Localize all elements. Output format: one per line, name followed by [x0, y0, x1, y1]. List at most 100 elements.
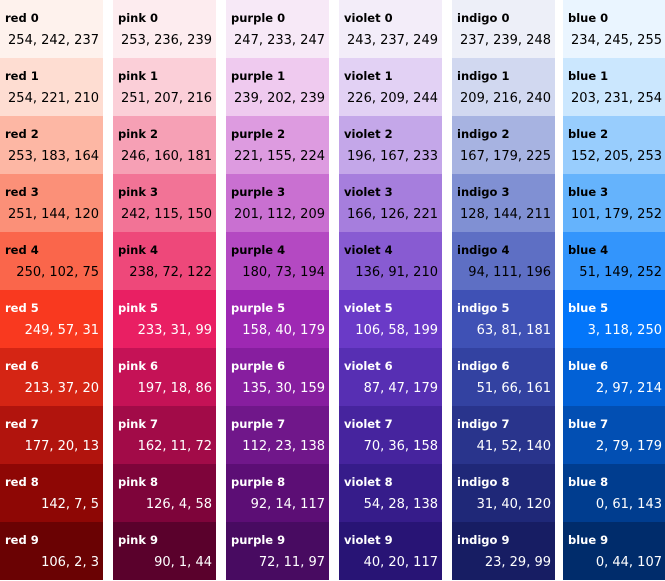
swatch-name: purple 0	[231, 11, 286, 25]
color-swatch: pink 5 233, 31, 99	[113, 290, 216, 348]
color-swatch: blue 6 2, 97, 214	[563, 348, 665, 406]
color-swatch: pink 8 126, 4, 58	[113, 464, 216, 522]
swatch-rgb-value: 106, 2, 3	[41, 555, 99, 570]
color-swatch: violet 2 196, 167, 233	[339, 116, 442, 174]
swatch-rgb-value: 226, 209, 244	[347, 91, 438, 106]
swatch-rgb-value: 242, 115, 150	[121, 207, 212, 222]
color-swatch: purple 5 158, 40, 179	[226, 290, 329, 348]
swatch-rgb-value: 128, 144, 211	[460, 207, 551, 222]
color-swatch: red 8 142, 7, 5	[0, 464, 103, 522]
swatch-name: blue 2	[568, 127, 609, 141]
color-column-pink: pink 0 253, 236, 239 pink 1 251, 207, 216 pi…	[113, 0, 216, 581]
swatch-rgb-value: 63, 81, 181	[476, 323, 551, 338]
swatch-rgb-value: 234, 245, 255	[571, 33, 662, 48]
color-swatch: pink 7 162, 11, 72	[113, 406, 216, 464]
swatch-name: blue 1	[568, 69, 609, 83]
color-swatch: violet 6 87, 47, 179	[339, 348, 442, 406]
swatch-name: violet 9	[344, 533, 393, 547]
swatch-name: red 5	[5, 301, 39, 315]
color-swatch: pink 2 246, 160, 181	[113, 116, 216, 174]
swatch-rgb-value: 0, 44, 107	[595, 555, 662, 570]
color-swatch: blue 3 101, 179, 252	[563, 174, 665, 232]
swatch-name: purple 1	[231, 69, 286, 83]
color-swatch: pink 6 197, 18, 86	[113, 348, 216, 406]
color-swatch: purple 7 112, 23, 138	[226, 406, 329, 464]
color-swatch: violet 1 226, 209, 244	[339, 58, 442, 116]
swatch-rgb-value: 142, 7, 5	[41, 497, 99, 512]
swatch-rgb-value: 158, 40, 179	[242, 323, 325, 338]
swatch-rgb-value: 112, 23, 138	[242, 439, 325, 454]
swatch-name: pink 8	[118, 475, 159, 489]
swatch-name: red 4	[5, 243, 39, 257]
swatch-rgb-value: 247, 233, 247	[234, 33, 325, 48]
swatch-name: red 2	[5, 127, 39, 141]
color-swatch: red 1 254, 221, 210	[0, 58, 103, 116]
color-swatch: indigo 8 31, 40, 120	[452, 464, 555, 522]
swatch-name: pink 1	[118, 69, 159, 83]
swatch-rgb-value: 238, 72, 122	[129, 265, 212, 280]
swatch-name: pink 3	[118, 185, 159, 199]
color-swatch: indigo 6 51, 66, 161	[452, 348, 555, 406]
swatch-rgb-value: 23, 29, 99	[484, 555, 551, 570]
swatch-name: blue 4	[568, 243, 609, 257]
color-swatch: purple 3 201, 112, 209	[226, 174, 329, 232]
color-swatch: indigo 9 23, 29, 99	[452, 522, 555, 580]
swatch-rgb-value: 251, 207, 216	[121, 91, 212, 106]
swatch-rgb-value: 70, 36, 158	[363, 439, 438, 454]
swatch-name: violet 0	[344, 11, 393, 25]
color-swatch: indigo 2 167, 179, 225	[452, 116, 555, 174]
swatch-name: blue 9	[568, 533, 609, 547]
color-swatch: pink 3 242, 115, 150	[113, 174, 216, 232]
swatch-name: violet 1	[344, 69, 393, 83]
swatch-name: pink 0	[118, 11, 159, 25]
swatch-rgb-value: 167, 179, 225	[460, 149, 551, 164]
color-swatch: red 7 177, 20, 13	[0, 406, 103, 464]
color-swatch: purple 2 221, 155, 224	[226, 116, 329, 174]
color-column-blue: blue 0 234, 245, 255 blue 1 203, 231, 254 bl…	[563, 0, 665, 581]
color-swatch: purple 1 239, 202, 239	[226, 58, 329, 116]
color-swatch: red 0 254, 242, 237	[0, 0, 103, 58]
swatch-rgb-value: 177, 20, 13	[24, 439, 99, 454]
swatch-name: red 9	[5, 533, 39, 547]
swatch-rgb-value: 166, 126, 221	[347, 207, 438, 222]
color-swatch: indigo 7 41, 52, 140	[452, 406, 555, 464]
swatch-rgb-value: 246, 160, 181	[121, 149, 212, 164]
color-swatch: pink 4 238, 72, 122	[113, 232, 216, 290]
color-swatch: purple 6 135, 30, 159	[226, 348, 329, 406]
color-swatch: violet 8 54, 28, 138	[339, 464, 442, 522]
swatch-name: blue 8	[568, 475, 609, 489]
color-swatch: red 6 213, 37, 20	[0, 348, 103, 406]
swatch-rgb-value: 72, 11, 97	[258, 555, 325, 570]
swatch-rgb-value: 239, 202, 239	[234, 91, 325, 106]
swatch-rgb-value: 253, 183, 164	[8, 149, 99, 164]
swatch-name: red 3	[5, 185, 39, 199]
swatch-name: purple 6	[231, 359, 286, 373]
color-swatch: pink 9 90, 1, 44	[113, 522, 216, 580]
color-swatch: red 4 250, 102, 75	[0, 232, 103, 290]
swatch-name: indigo 6	[457, 359, 510, 373]
swatch-rgb-value: 0, 61, 143	[595, 497, 662, 512]
swatch-name: blue 6	[568, 359, 609, 373]
color-swatch: blue 0 234, 245, 255	[563, 0, 665, 58]
swatch-name: pink 5	[118, 301, 159, 315]
swatch-rgb-value: 92, 14, 117	[250, 497, 325, 512]
swatch-rgb-value: 2, 97, 214	[595, 381, 662, 396]
swatch-rgb-value: 243, 237, 249	[347, 33, 438, 48]
swatch-name: pink 2	[118, 127, 159, 141]
swatch-name: purple 7	[231, 417, 286, 431]
color-column-purple: purple 0 247, 233, 247 purple 1 239, 202, 2…	[226, 0, 329, 581]
swatch-name: indigo 3	[457, 185, 510, 199]
color-swatch: blue 7 2, 79, 179	[563, 406, 665, 464]
swatch-name: pink 9	[118, 533, 159, 547]
swatch-name: red 6	[5, 359, 39, 373]
swatch-name: purple 5	[231, 301, 286, 315]
color-swatch: red 3 251, 144, 120	[0, 174, 103, 232]
swatch-name: purple 3	[231, 185, 286, 199]
swatch-name: blue 0	[568, 11, 609, 25]
color-swatch: red 9 106, 2, 3	[0, 522, 103, 580]
swatch-rgb-value: 135, 30, 159	[242, 381, 325, 396]
color-column-red: red 0 254, 242, 237 red 1 254, 221, 210 red …	[0, 0, 103, 581]
swatch-name: violet 7	[344, 417, 393, 431]
swatch-name: red 8	[5, 475, 39, 489]
swatch-rgb-value: 51, 149, 252	[579, 265, 662, 280]
